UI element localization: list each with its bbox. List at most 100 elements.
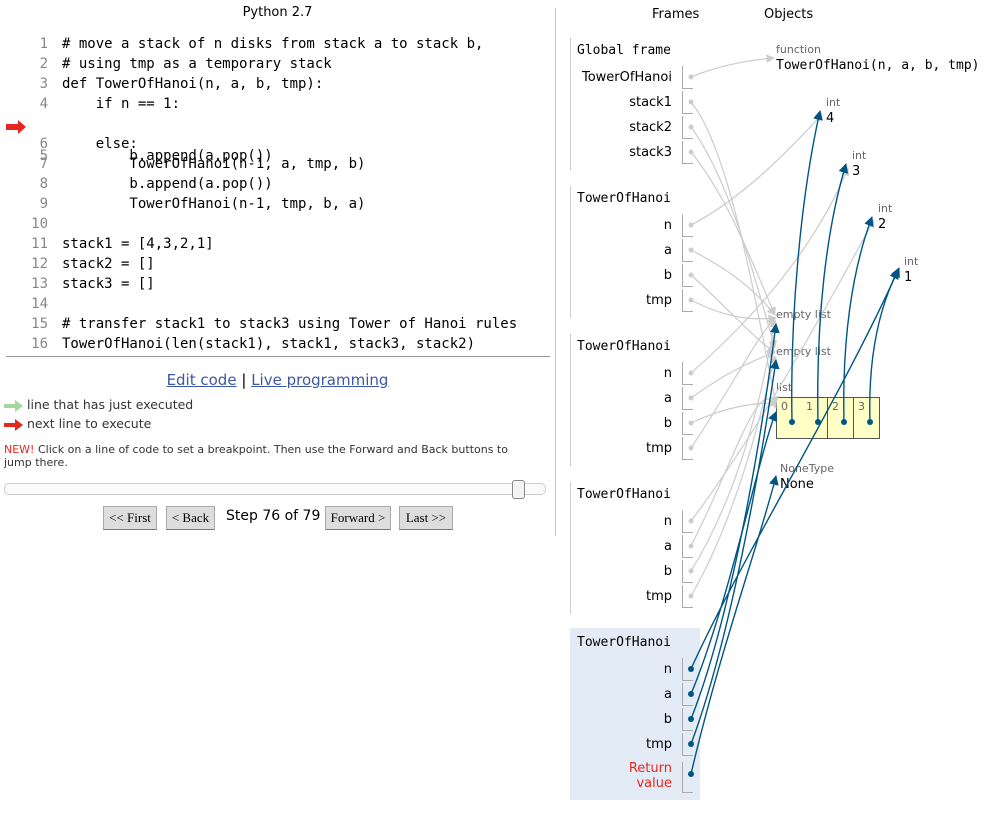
code-line[interactable]: 11 stack1 = [4,3,2,1] xyxy=(6,236,550,256)
int-type-label: int xyxy=(826,96,841,109)
line-code: # move a stack of n disks from stack a t… xyxy=(62,36,484,52)
code-listing[interactable]: 1 # move a stack of n disks from stack a … xyxy=(6,34,550,357)
step-counter: Step 76 of 79 xyxy=(226,508,321,524)
new-badge: NEW! xyxy=(4,443,35,456)
line-code: # transfer stack1 to stack3 using Tower … xyxy=(62,316,518,332)
frame-var-name: n xyxy=(663,366,672,381)
return-value-label: Return value xyxy=(574,761,672,791)
code-line[interactable]: 9 TowerOfHanoi(n-1, tmp, b, a) xyxy=(6,196,550,216)
code-line[interactable]: 12 stack2 = [] xyxy=(6,256,550,276)
code-line[interactable]: 6 else: xyxy=(6,136,550,156)
frame-var-name: tmp xyxy=(645,293,672,308)
edit-code-link[interactable]: Edit code xyxy=(166,371,237,389)
list-cell: 2 xyxy=(828,397,854,439)
int-value: 3 xyxy=(852,164,861,179)
line-code: stack1 = [4,3,2,1] xyxy=(62,236,214,252)
last-button[interactable]: Last >> xyxy=(399,506,453,530)
code-line[interactable]: 4 if n == 1: xyxy=(6,96,550,116)
next-line-arrow-icon xyxy=(6,120,26,134)
var-value-cell xyxy=(682,264,693,287)
frame-var-name: b xyxy=(663,564,672,579)
line-code: TowerOfHanoi(len(stack1), stack1, stack3… xyxy=(62,336,476,352)
edit-links: Edit code | Live programming xyxy=(0,371,555,389)
global-var-name: stack1 xyxy=(629,95,672,110)
var-value-cell xyxy=(682,116,693,139)
line-code: if n == 1: xyxy=(62,96,181,112)
frame-title: TowerOfHanoi xyxy=(577,487,671,502)
var-value-cell xyxy=(682,762,693,793)
var-value-cell xyxy=(682,362,693,385)
step-slider[interactable] xyxy=(4,480,546,499)
frame-var-name: b xyxy=(663,268,672,283)
var-value-cell xyxy=(682,141,693,164)
link-separator: | xyxy=(241,371,247,389)
code-line[interactable]: 2 # using tmp as a temporary stack xyxy=(6,56,550,76)
list-index: 0 xyxy=(781,400,788,413)
empty-list-label: empty list xyxy=(776,308,831,321)
line-number: 9 xyxy=(39,196,48,212)
int-type-label: int xyxy=(878,202,893,215)
line-number: 4 xyxy=(39,96,48,112)
line-number: 14 xyxy=(31,296,48,312)
breakpoint-note-text: Click on a line of code to set a breakpo… xyxy=(4,443,508,469)
frame-var-name: b xyxy=(663,416,672,431)
frame-var-name: a xyxy=(664,687,672,702)
code-line[interactable]: 7 TowerOfHanoi(n-1, a, tmp, b) xyxy=(6,156,550,176)
line-number: 3 xyxy=(39,76,48,92)
var-value-cell xyxy=(682,412,693,435)
code-line[interactable]: 16 TowerOfHanoi(len(stack1), stack1, stac… xyxy=(6,336,550,356)
return-label-line: value xyxy=(636,776,672,791)
live-programming-link[interactable]: Live programming xyxy=(251,371,389,389)
executed-arrow-icon xyxy=(4,399,23,412)
forward-button[interactable]: Forward > xyxy=(325,506,391,530)
frame-border xyxy=(570,186,571,318)
frame-border xyxy=(570,334,571,466)
frame-title: TowerOfHanoi xyxy=(577,191,671,206)
code-line[interactable]: 13 stack3 = [] xyxy=(6,276,550,296)
frame-title: TowerOfHanoi xyxy=(577,339,671,354)
line-number: 13 xyxy=(31,276,48,292)
line-code: # using tmp as a temporary stack xyxy=(62,56,332,72)
active-frame-title: TowerOfHanoi xyxy=(577,635,671,650)
var-value-cell xyxy=(682,239,693,262)
back-button[interactable]: < Back xyxy=(166,506,215,530)
code-line[interactable]: 3 def TowerOfHanoi(n, a, b, tmp): xyxy=(6,76,550,96)
list-cell: 3 xyxy=(854,397,880,439)
code-line[interactable]: 8 b.append(a.pop()) xyxy=(6,176,550,196)
int-type-label: int xyxy=(904,255,919,268)
line-code: stack2 = [] xyxy=(62,256,155,272)
global-var-name: TowerOfHanoi xyxy=(581,70,672,85)
frame-var-name: a xyxy=(664,391,672,406)
frames-header: Frames xyxy=(652,7,700,22)
code-line[interactable]: 14 xyxy=(6,296,550,316)
var-value-cell xyxy=(682,585,693,608)
line-number: 8 xyxy=(39,176,48,192)
list-type-label: list xyxy=(776,381,793,394)
frame-border xyxy=(570,38,571,170)
inactive-pointer-dots xyxy=(688,74,694,599)
first-button[interactable]: << First xyxy=(103,506,157,530)
frame-var-name: a xyxy=(664,539,672,554)
var-value-cell xyxy=(682,708,693,731)
int-value: 1 xyxy=(904,270,913,285)
next-arrow-icon xyxy=(4,418,23,431)
line-number: 6 xyxy=(39,136,48,152)
code-line[interactable]: 1 # move a stack of n disks from stack a … xyxy=(6,36,550,56)
global-var-name: stack2 xyxy=(629,120,672,135)
var-value-cell xyxy=(682,510,693,533)
int-type-label: int xyxy=(852,149,867,162)
function-type-label: function xyxy=(776,43,821,56)
code-line[interactable]: 15 # transfer stack1 to stack3 using Towe… xyxy=(6,316,550,336)
list-index: 2 xyxy=(832,400,839,413)
code-line-current[interactable]: 5 b.append(a.pop()) xyxy=(6,116,550,164)
code-line[interactable]: 10 xyxy=(6,216,550,236)
legend-executed: line that has just executed xyxy=(4,397,193,412)
frame-var-name: tmp xyxy=(645,589,672,604)
pane-divider xyxy=(555,8,556,536)
line-code: def TowerOfHanoi(n, a, b, tmp): xyxy=(62,76,324,92)
var-value-cell xyxy=(682,437,693,460)
slider-handle[interactable] xyxy=(512,480,525,499)
active-pointer-dots xyxy=(688,419,873,777)
var-value-cell xyxy=(682,289,693,312)
frame-var-name: tmp xyxy=(645,737,672,752)
